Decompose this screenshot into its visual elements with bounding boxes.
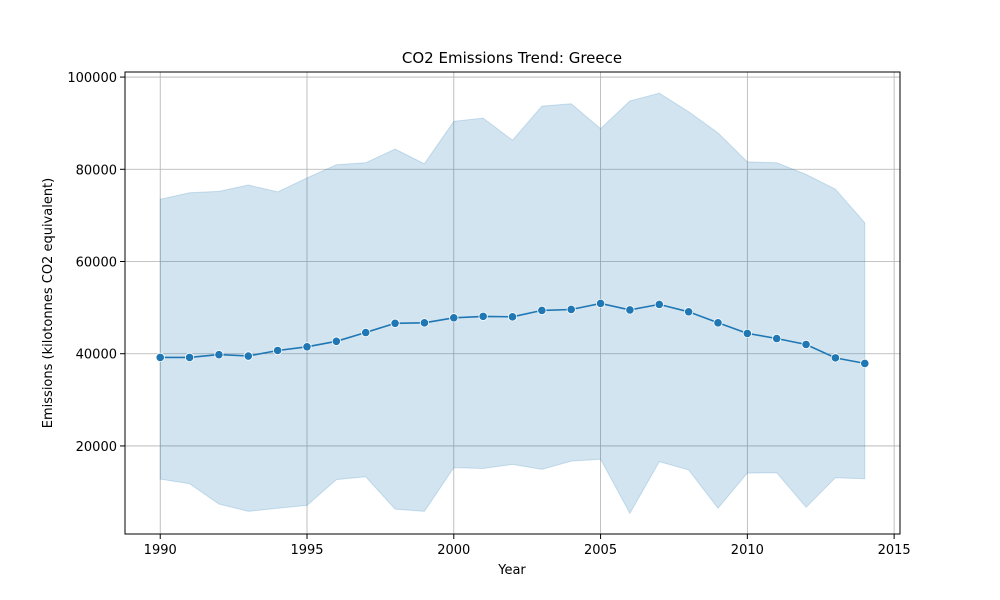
data-point bbox=[214, 350, 224, 360]
x-tick-label: 2005 bbox=[584, 543, 617, 558]
data-point bbox=[302, 342, 312, 352]
data-point bbox=[243, 351, 253, 361]
data-point bbox=[507, 312, 518, 322]
y-tick-label: 60000 bbox=[76, 256, 117, 271]
y-axis-ticks: 20000 40000 60000 80000 100000 bbox=[67, 71, 125, 455]
data-point bbox=[419, 318, 430, 328]
series-markers bbox=[155, 298, 870, 369]
x-tick-label: 1995 bbox=[290, 543, 323, 558]
y-axis-title: Emissions (kilotonnes CO2 equivalent) bbox=[41, 178, 56, 428]
x-axis-ticks: 1990 1995 2000 2005 2010 2015 bbox=[144, 534, 911, 558]
data-point bbox=[273, 345, 283, 356]
data-point bbox=[537, 305, 547, 315]
data-point bbox=[184, 352, 195, 363]
data-point bbox=[713, 318, 723, 328]
data-point bbox=[830, 353, 841, 363]
data-point bbox=[654, 299, 664, 309]
data-point bbox=[684, 307, 694, 317]
y-tick-label: 80000 bbox=[76, 163, 117, 178]
data-point bbox=[566, 304, 576, 315]
grid-lines bbox=[125, 72, 900, 534]
data-point bbox=[625, 305, 635, 315]
data-point bbox=[331, 336, 341, 346]
chart-title: CO2 Emissions Trend: Greece bbox=[402, 49, 622, 67]
data-point bbox=[801, 339, 811, 350]
x-tick-label: 2000 bbox=[437, 543, 470, 558]
data-point bbox=[390, 318, 400, 328]
data-point bbox=[742, 328, 752, 339]
y-tick-label: 20000 bbox=[76, 440, 117, 455]
y-tick-label: 40000 bbox=[76, 348, 117, 363]
data-point bbox=[478, 311, 488, 321]
data-point bbox=[449, 313, 459, 323]
x-tick-label: 2010 bbox=[731, 543, 764, 558]
data-point bbox=[860, 358, 870, 369]
data-point bbox=[772, 333, 782, 344]
data-point bbox=[155, 352, 165, 363]
plot-area-frame bbox=[124, 71, 901, 535]
x-tick-label: 2015 bbox=[878, 543, 911, 558]
confidence-band-area bbox=[159, 92, 866, 515]
data-point bbox=[595, 298, 606, 309]
confidence-band bbox=[159, 92, 866, 515]
y-tick-label: 100000 bbox=[67, 71, 117, 86]
x-axis-title: Year bbox=[497, 563, 526, 578]
x-tick-label: 1990 bbox=[144, 543, 177, 558]
data-point bbox=[361, 327, 371, 338]
